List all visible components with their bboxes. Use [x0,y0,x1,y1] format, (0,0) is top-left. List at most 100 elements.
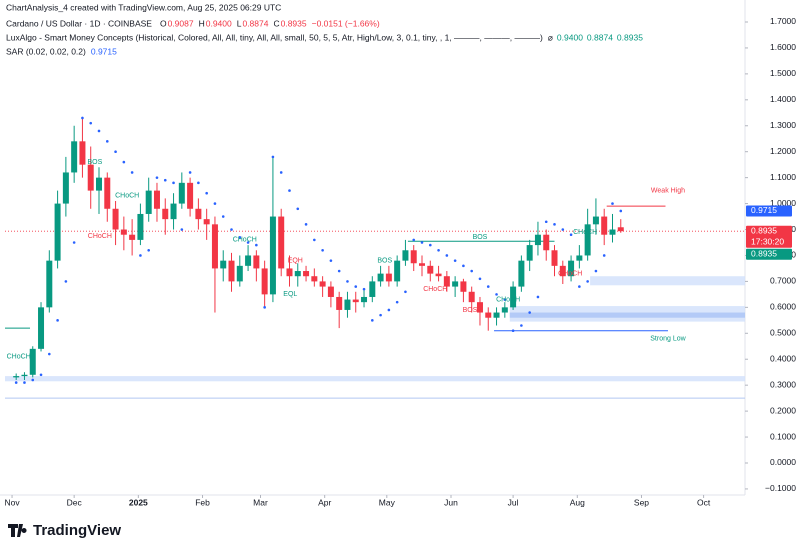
sar-dot [213,202,217,205]
y-tick-label: 1.0000 [770,198,796,208]
sar-dot [296,207,300,211]
logo-text: TradingView [33,522,121,539]
annotation: CHoCH [573,229,597,236]
sar-dot [205,191,208,195]
candle-body [551,250,558,266]
candle-body [294,271,301,277]
candle-body [592,216,599,225]
candle-body [617,227,624,232]
y-tick-label: 1.4000 [770,94,796,104]
sar-dot [619,209,623,213]
annotation: CHoCH [496,296,520,303]
zone [590,276,745,286]
price-tag [746,225,792,248]
candle-body [336,296,343,310]
sar-dot [611,202,614,205]
candle-body [576,255,583,261]
sar-dot [130,171,134,174]
sar-dot [462,264,465,268]
candle-body [476,302,483,313]
annotation: CHoCH [115,193,139,200]
sar-dot [230,228,233,231]
sar-dot [404,290,407,294]
ohlc-name: O [160,18,167,28]
ohlc-value: 0.9087 [168,18,194,28]
sar-dot [72,241,76,244]
candle-body [609,229,616,235]
indicator-symbol: ⌀ [548,32,554,42]
candle-body [402,250,409,261]
zone [5,376,745,382]
candle-body [352,299,359,303]
candle-body [327,286,334,297]
annotation: Weak High [651,187,685,194]
candle-body [452,281,459,287]
ohlc-value: 0.9400 [206,18,232,28]
candle-body [485,312,492,318]
y-tick-label: −0.1000 [765,483,796,493]
sar-dot [329,259,333,262]
sar-dot [371,319,374,322]
x-tick-label: Feb [195,497,210,507]
sar-dot [379,313,382,317]
price-tag [746,205,792,217]
candle-body [195,208,202,220]
candle-body [220,260,227,269]
sar-dot [39,373,43,377]
sar-dot [387,308,391,312]
x-tick-label: Jul [508,497,519,507]
indicator-name: LuxAlgo - Smart Money Concepts (Historic… [6,32,543,42]
x-tick-label: 2025 [129,497,148,507]
sar-dot [279,171,283,174]
candle-body [543,234,550,251]
annotation: CHoCH [233,237,257,244]
candle-body [162,208,169,220]
annotation: CHoCH [423,286,447,293]
candle-body [319,281,326,287]
x-tick-label: Sep [634,497,649,507]
sar-dot [428,243,432,247]
sar-dot [561,228,565,231]
candle-body [278,216,285,269]
sar-dot [354,285,358,288]
sar-dot [155,176,159,179]
sar-dot [172,181,175,185]
sar-dot [412,238,416,242]
sar-dot [470,269,473,273]
candle-body [253,255,260,269]
sar-dot [139,254,142,257]
candle-body [344,299,351,310]
indicator-value: 0.8874 [587,32,613,42]
y-tick-label: 1.6000 [770,42,796,52]
sar-dot [147,248,150,252]
sar-dot [528,311,531,314]
sar-dot [437,248,440,252]
candle-body [584,224,591,256]
sar-dot [536,295,540,299]
candle-body [377,273,384,282]
y-tick-label: 1.5000 [770,68,796,78]
sar-dot [445,254,449,257]
sar-dot [97,129,101,133]
candle-body [13,376,20,378]
candle-body [46,260,53,308]
x-tick-label: Apr [318,497,331,507]
sar-dot [163,178,167,182]
candle-body [87,164,94,191]
y-tick-label: 0.1000 [770,431,796,441]
ohlc-value: 0.8874 [242,18,268,28]
logo: TradingView [8,522,121,539]
sar-dot [503,298,507,301]
sar-dot [520,324,523,327]
candle-body [419,263,426,266]
indicator-value: 0.8935 [617,32,643,42]
candle-body [120,229,127,235]
x-tick-label: Mar [253,497,268,507]
x-tick-label: Oct [697,497,711,507]
y-tick-label: 0.2000 [770,405,796,415]
candle-body [394,260,401,282]
sar-dot [453,259,457,262]
sar-dot [23,381,26,384]
annotation: Strong Low [650,335,686,342]
sar-dot [304,223,308,226]
